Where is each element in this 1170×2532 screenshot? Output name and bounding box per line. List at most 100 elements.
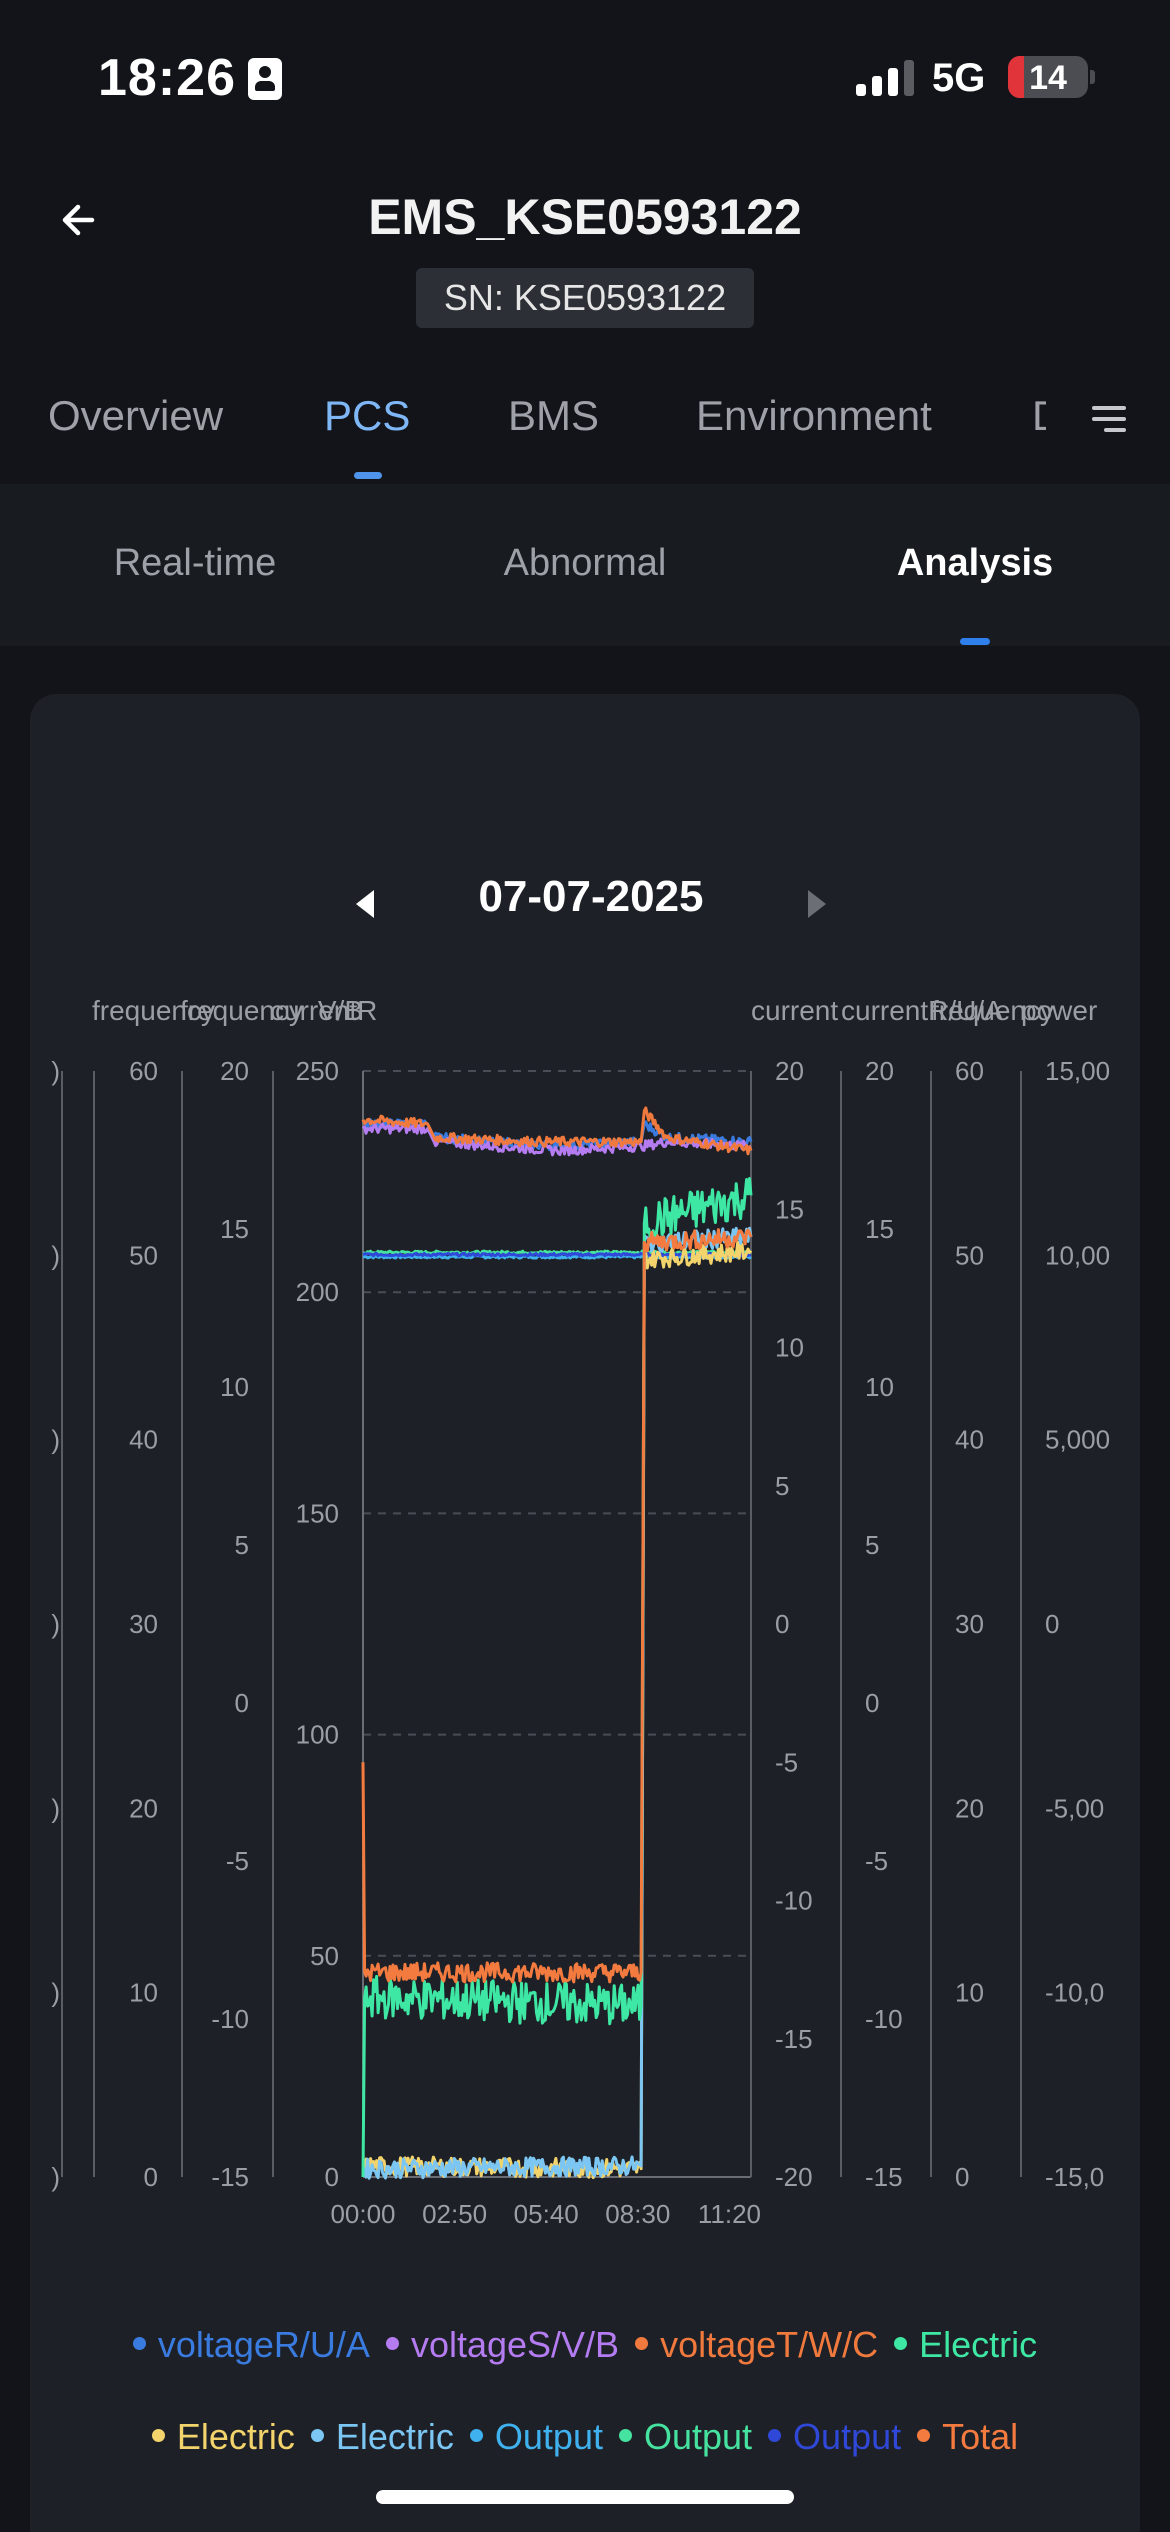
- y-tick-label: 30: [129, 1609, 158, 1639]
- tab-environment[interactable]: Environment: [696, 392, 932, 439]
- active-tab-indicator: [354, 472, 382, 479]
- subtab-analysis[interactable]: Analysis: [896, 542, 1054, 584]
- legend-label: Electric: [919, 2324, 1038, 2365]
- y-tick-label: 250: [296, 1056, 339, 1086]
- y-tick-label: 0: [865, 1688, 879, 1718]
- y-tick-label: -15,0: [1045, 2162, 1104, 2192]
- legend-item[interactable]: voltageR/U/A: [132, 2324, 370, 2366]
- menu-button[interactable]: [1090, 402, 1126, 436]
- serial-number-badge: SN: KSE0593122: [416, 268, 754, 328]
- subtab-realtime[interactable]: Real-time: [113, 542, 277, 584]
- y-tick-label: ): [51, 1978, 60, 2008]
- y-tick-label: -20: [775, 2162, 813, 2192]
- y-tick-label: 100: [296, 1720, 339, 1750]
- x-tick-label: 00:00: [330, 2199, 395, 2229]
- arrow-left-icon: [62, 204, 95, 236]
- y-tick-label: 50: [310, 1941, 339, 1971]
- y-tick-label: -10: [211, 2004, 249, 2034]
- legend-item[interactable]: Output: [768, 2416, 901, 2458]
- legend-item[interactable]: voltageT/W/C: [635, 2324, 878, 2366]
- legend-item[interactable]: Output: [469, 2416, 603, 2458]
- y-tick-label: -10,0: [1045, 1978, 1104, 2008]
- subtab-indicator: [960, 638, 990, 645]
- axis-title: power: [1021, 995, 1097, 1026]
- y-tick-label: 40: [955, 1425, 984, 1455]
- back-button[interactable]: [52, 192, 108, 248]
- y-tick-label: 5: [865, 1530, 879, 1560]
- analysis-card: 07-07-2025 ))))))) 0 10 20 30 40 50 60 -15 -10 -5 0…: [30, 694, 1140, 2532]
- legend-dot-icon: [469, 2428, 483, 2442]
- id-card-icon: [248, 58, 282, 100]
- battery-level: 14: [1029, 59, 1067, 97]
- axis-title: frequency: [180, 995, 303, 1026]
- legend-item[interactable]: Electric: [310, 2416, 454, 2458]
- y-tick-label: 30: [955, 1609, 984, 1639]
- legend-row: voltageR/U/A voltageS/V/B voltageT/W/C Elec…: [30, 2324, 1140, 2366]
- y-tick-label: -5,00: [1045, 1793, 1104, 1823]
- network-label: 5G: [932, 56, 986, 100]
- y-tick-label: 10,00: [1045, 1240, 1110, 1270]
- legend-dot-icon: [132, 2336, 146, 2350]
- analysis-chart: )))))))0102030405060-15-10-5051015200501…: [51, 995, 1110, 2229]
- legend-dot-icon: [768, 2428, 782, 2442]
- y-tick-label: 0: [235, 1688, 249, 1718]
- next-date-button[interactable]: [796, 884, 836, 924]
- legend-label: Electric: [335, 2416, 454, 2457]
- tab-pcs[interactable]: PCS: [324, 392, 411, 439]
- series-line: [361, 1228, 753, 1984]
- legend-label: voltageT/W/C: [660, 2324, 879, 2365]
- y-tick-label: 5: [235, 1530, 249, 1560]
- axis-title: frequency: [931, 995, 1054, 1026]
- y-tick-label: 150: [296, 1498, 339, 1528]
- x-tick-label: 05:40: [514, 2199, 579, 2229]
- x-tick-label: 02:50: [422, 2199, 487, 2229]
- legend-label: Output: [793, 2416, 902, 2457]
- menu-icon: [1090, 402, 1126, 436]
- tab-d[interactable]: D: [1032, 392, 1046, 440]
- legend-item[interactable]: Electric: [894, 2324, 1037, 2366]
- y-tick-label: 60: [129, 1056, 158, 1086]
- y-tick-label: -5: [865, 1846, 888, 1876]
- y-tick-label: 0: [1045, 1609, 1059, 1639]
- legend-label: voltageR/U/A: [157, 2324, 370, 2365]
- caret-left-icon: [356, 890, 374, 918]
- legend-item[interactable]: Output: [618, 2416, 752, 2458]
- legend-dot-icon: [635, 2336, 649, 2350]
- previous-date-button[interactable]: [346, 884, 386, 924]
- y-tick-label: 60: [955, 1056, 984, 1086]
- legend-label: Total: [942, 2416, 1019, 2457]
- battery-tip: [1090, 70, 1095, 84]
- legend-item[interactable]: Total: [917, 2416, 1018, 2458]
- y-tick-label: 5,000: [1045, 1425, 1110, 1455]
- y-tick-label: -15: [775, 2024, 813, 2054]
- status-bar: 18:26 5G 14: [0, 0, 1170, 150]
- signal-icon: [856, 60, 914, 96]
- y-tick-label: 10: [220, 1372, 249, 1402]
- subtab-abnormal[interactable]: Abnormal: [503, 542, 667, 584]
- tab-overview[interactable]: Overview: [48, 392, 224, 439]
- y-tick-label: -5: [226, 1846, 249, 1876]
- caret-right-icon: [808, 890, 826, 918]
- y-tick-label: 10: [865, 1372, 894, 1402]
- series-line: [361, 1106, 753, 1156]
- y-tick-label: 20: [775, 1056, 804, 1086]
- y-tick-label: ): [51, 1425, 60, 1455]
- axis-title: frequency: [92, 995, 215, 1026]
- axis-title: currentR: [270, 995, 377, 1026]
- y-tick-label: 15,00: [1045, 1056, 1110, 1086]
- home-indicator[interactable]: [376, 2490, 794, 2504]
- status-time: 18:26: [98, 49, 236, 107]
- tab-bms[interactable]: BMS: [508, 392, 600, 439]
- sub-tab-bar: Real-time Abnormal Analysis: [0, 484, 1170, 646]
- axis-title: current: [751, 995, 838, 1026]
- series-line: [361, 1226, 753, 2180]
- legend-dot-icon: [917, 2428, 931, 2442]
- legend-item[interactable]: voltageS/V/B: [385, 2324, 619, 2366]
- axis-title: currentR/U/A: [841, 995, 1003, 1026]
- legend-item[interactable]: Electric: [151, 2416, 295, 2458]
- y-tick-label: -15: [211, 2162, 249, 2192]
- series-line: [361, 1177, 753, 2178]
- legend-dot-icon: [310, 2428, 324, 2442]
- y-tick-label: 15: [220, 1214, 249, 1244]
- legend-dot-icon: [151, 2428, 165, 2442]
